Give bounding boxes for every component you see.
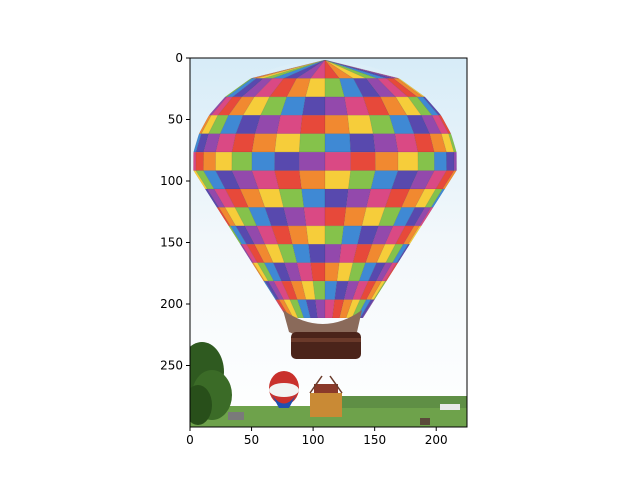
vehicle: [228, 412, 244, 420]
vehicle: [420, 418, 430, 425]
tree: [190, 342, 232, 425]
x-tick-label: 0: [186, 433, 194, 447]
x-axis-ticks: 0 50 100 150 200: [186, 427, 448, 447]
balloon-envelope: [192, 60, 458, 318]
envelope-panel: [278, 299, 294, 318]
x-tick-label: 150: [363, 433, 386, 447]
y-tick-label: 150: [160, 236, 183, 250]
tent: [440, 404, 460, 410]
envelope-panel: [345, 299, 361, 318]
treeline: [340, 396, 467, 408]
ground-basket: [309, 375, 343, 417]
envelope-panel: [324, 299, 336, 318]
x-tick-label: 100: [302, 433, 325, 447]
small-balloon: [269, 371, 299, 408]
x-tick-label: 200: [425, 433, 448, 447]
envelope-panel: [332, 299, 345, 318]
x-tick-label: 50: [244, 433, 259, 447]
basket-band: [291, 338, 361, 342]
y-tick-label: 250: [160, 359, 183, 373]
envelope-panel: [305, 299, 318, 318]
envelope-panel: [359, 299, 375, 318]
image-layer: [190, 58, 467, 427]
envelope-panel: [351, 299, 367, 318]
balloon-basket: [291, 332, 361, 359]
y-tick-label: 100: [160, 174, 183, 188]
envelope-panel: [289, 299, 305, 318]
y-axis-ticks: 0 50 100 150 200 250: [160, 51, 190, 373]
y-tick-label: 200: [160, 297, 183, 311]
envelope-panel: [296, 299, 311, 318]
envelope-panel: [314, 299, 326, 318]
envelope-panel: [339, 299, 354, 318]
y-tick-label: 50: [168, 113, 183, 127]
envelope-highlight: [192, 60, 458, 318]
envelope-panel: [361, 299, 376, 318]
y-tick-label: 0: [175, 51, 183, 65]
envelope-panel: [283, 299, 299, 318]
